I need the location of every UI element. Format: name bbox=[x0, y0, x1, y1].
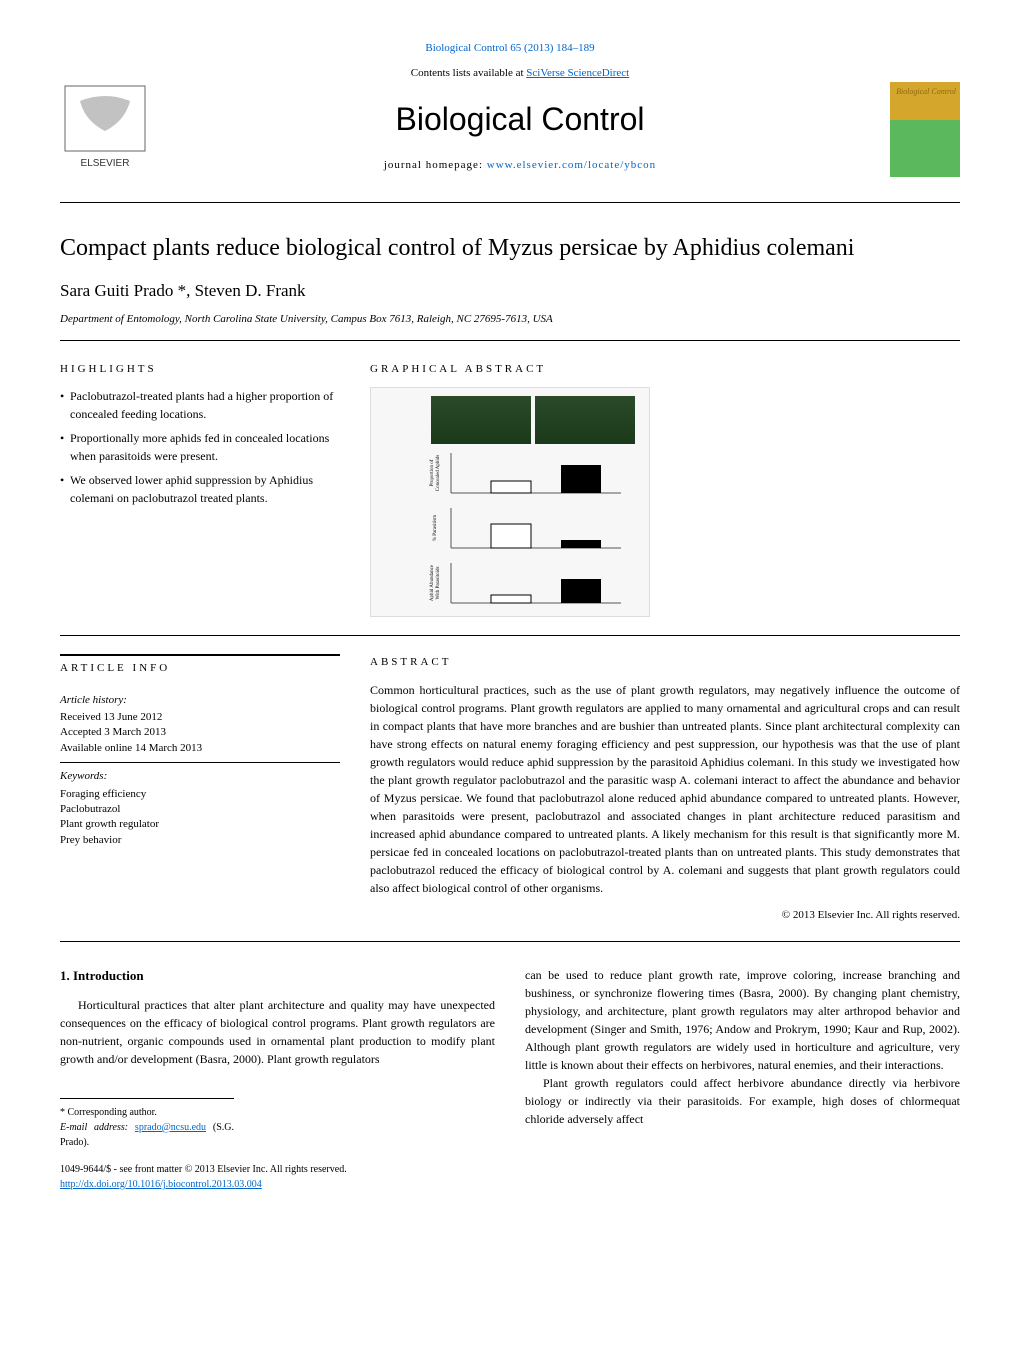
sciencedirect-link[interactable]: SciVerse ScienceDirect bbox=[526, 67, 629, 79]
highlights-section: HIGHLIGHTS Paclobutrazol-treated plants … bbox=[60, 361, 340, 508]
contents-line: Contents lists available at SciVerse Sci… bbox=[150, 65, 890, 82]
journal-cover-thumb: Biological Control bbox=[890, 82, 960, 177]
highlights-heading: HIGHLIGHTS bbox=[60, 361, 340, 378]
authors: Sara Guiti Prado *, Steven D. Frank bbox=[60, 278, 960, 304]
article-info-heading: ARTICLE INFO bbox=[60, 660, 340, 677]
svg-text:Concealed Aphids: Concealed Aphids bbox=[436, 455, 441, 492]
highlight-item: We observed lower aphid suppression by A… bbox=[60, 471, 340, 507]
affiliation: Department of Entomology, North Carolina… bbox=[60, 311, 960, 341]
keyword: Prey behavior bbox=[60, 833, 340, 848]
ga-photo-untreated bbox=[431, 396, 531, 444]
article-info-section: ARTICLE INFO Article history: Received 1… bbox=[60, 654, 340, 854]
elsevier-logo: ELSEVIER bbox=[60, 81, 150, 177]
keyword: Plant growth regulator bbox=[60, 817, 340, 832]
intro-para-1: Horticultural practices that alter plant… bbox=[60, 996, 495, 1068]
ga-plot-svg: Proportion of Concealed Aphids % Parasit… bbox=[421, 448, 641, 608]
intro-para-2: can be used to reduce plant growth rate,… bbox=[525, 966, 960, 1074]
keywords-head: Keywords: bbox=[60, 769, 340, 784]
doi-link[interactable]: http://dx.doi.org/10.1016/j.biocontrol.2… bbox=[60, 1179, 262, 1190]
history-received: Received 13 June 2012 bbox=[60, 710, 340, 725]
graphical-abstract-figure: Proportion of Concealed Aphids % Parasit… bbox=[370, 387, 650, 617]
elsevier-text: ELSEVIER bbox=[81, 158, 130, 169]
highlight-item: Paclobutrazol-treated plants had a highe… bbox=[60, 387, 340, 423]
corresponding-footnote: * Corresponding author. E-mail address: … bbox=[60, 1098, 234, 1150]
keyword: Foraging efficiency bbox=[60, 787, 340, 802]
journal-header: ELSEVIER Contents lists available at Sci… bbox=[60, 65, 960, 203]
introduction-heading: 1. Introduction bbox=[60, 966, 495, 986]
doi-block: 1049-9644/$ - see front matter © 2013 El… bbox=[60, 1162, 495, 1192]
abstract-heading: ABSTRACT bbox=[370, 654, 960, 671]
history-accepted: Accepted 3 March 2013 bbox=[60, 725, 340, 740]
article-title: Compact plants reduce biological control… bbox=[60, 233, 960, 264]
highlights-list: Paclobutrazol-treated plants had a highe… bbox=[60, 387, 340, 507]
highlight-item: Proportionally more aphids fed in concea… bbox=[60, 429, 340, 465]
history-online: Available online 14 March 2013 bbox=[60, 741, 340, 756]
graphical-abstract-heading: GRAPHICAL ABSTRACT bbox=[370, 361, 960, 378]
keyword: Paclobutrazol bbox=[60, 802, 340, 817]
svg-text:With Parasitoids: With Parasitoids bbox=[436, 567, 441, 600]
homepage-url[interactable]: www.elsevier.com/locate/ybcon bbox=[487, 159, 656, 171]
svg-text:Proportion of: Proportion of bbox=[430, 459, 435, 486]
history-head: Article history: bbox=[60, 693, 340, 708]
intro-para-3: Plant growth regulators could affect her… bbox=[525, 1074, 960, 1128]
email-link[interactable]: sprado@ncsu.edu bbox=[135, 1122, 206, 1133]
svg-text:Aphid Abundance: Aphid Abundance bbox=[430, 564, 435, 601]
ga-photo-treated bbox=[535, 396, 635, 444]
abstract-text: Common horticultural practices, such as … bbox=[370, 681, 960, 897]
citation-link[interactable]: Biological Control 65 (2013) 184–189 bbox=[60, 40, 960, 57]
journal-title: Biological Control bbox=[150, 95, 890, 143]
copyright-line: © 2013 Elsevier Inc. All rights reserved… bbox=[370, 907, 960, 924]
homepage-line: journal homepage: www.elsevier.com/locat… bbox=[150, 157, 890, 174]
svg-text:% Parasitism: % Parasitism bbox=[433, 515, 438, 541]
